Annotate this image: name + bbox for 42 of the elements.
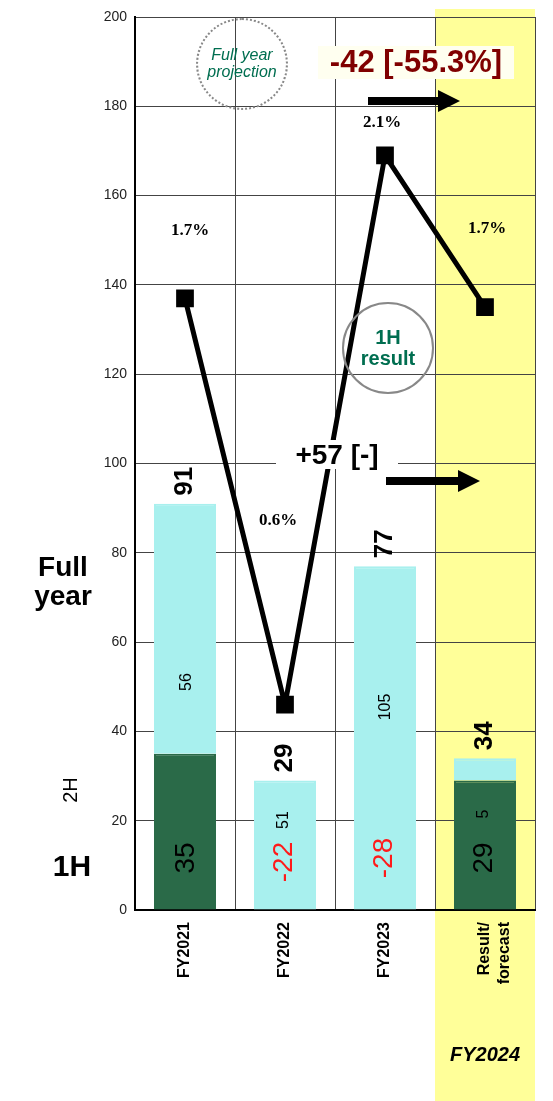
y-tick-label: 200 (103, 7, 128, 24)
y-tick-label: 0 (119, 900, 128, 917)
point (276, 695, 294, 714)
annotation: 51 (273, 811, 292, 829)
y-tick-label: 160 (103, 186, 128, 203)
text: 1H (51, 849, 93, 882)
annotation: 5 (473, 809, 492, 819)
annotation: -22 (267, 841, 299, 883)
x-tick-label: FY2022 (275, 921, 293, 979)
annotation: -42 [-55.3%] (318, 44, 514, 79)
total-label: 29 (268, 743, 299, 773)
annotation: 105 (375, 693, 394, 721)
x-tick-label: FY2021 (175, 921, 193, 979)
text: 2H (58, 777, 81, 803)
annotation: 56 (176, 673, 195, 691)
point (376, 146, 394, 165)
annotation: +57 [-] (276, 439, 398, 470)
annotation: 29 (467, 842, 499, 874)
y-tick-label: 140 (103, 275, 128, 292)
x-tick-label: FY2023 (375, 921, 393, 979)
annotation: 2.1% (362, 112, 402, 132)
y-tick-label: 100 (103, 454, 128, 471)
annotation: 0.6% (258, 510, 298, 530)
annotation: 35 (169, 842, 201, 874)
point (176, 289, 194, 308)
annotation: -28 (367, 837, 399, 879)
y-tick-label: 40 (111, 722, 128, 739)
annotation: 1.7% (170, 220, 210, 240)
y-tick-label: 60 (111, 632, 128, 649)
total-label: 77 (368, 529, 399, 559)
band-label: FY2024 (449, 1042, 521, 1065)
text: Full year (34, 551, 92, 612)
y-tick-label: 180 (103, 97, 128, 114)
x-tick-label: Result/ forecast (475, 921, 512, 985)
annotation: 1.7% (467, 218, 507, 238)
annotation: 1H result (342, 302, 434, 394)
point (476, 298, 494, 317)
total-label: 34 (468, 720, 499, 751)
y-tick-label: 120 (103, 365, 128, 382)
y-tick-label: 20 (111, 811, 128, 828)
total-label: 91 (168, 466, 199, 496)
y-tick-label: 80 (111, 543, 128, 560)
